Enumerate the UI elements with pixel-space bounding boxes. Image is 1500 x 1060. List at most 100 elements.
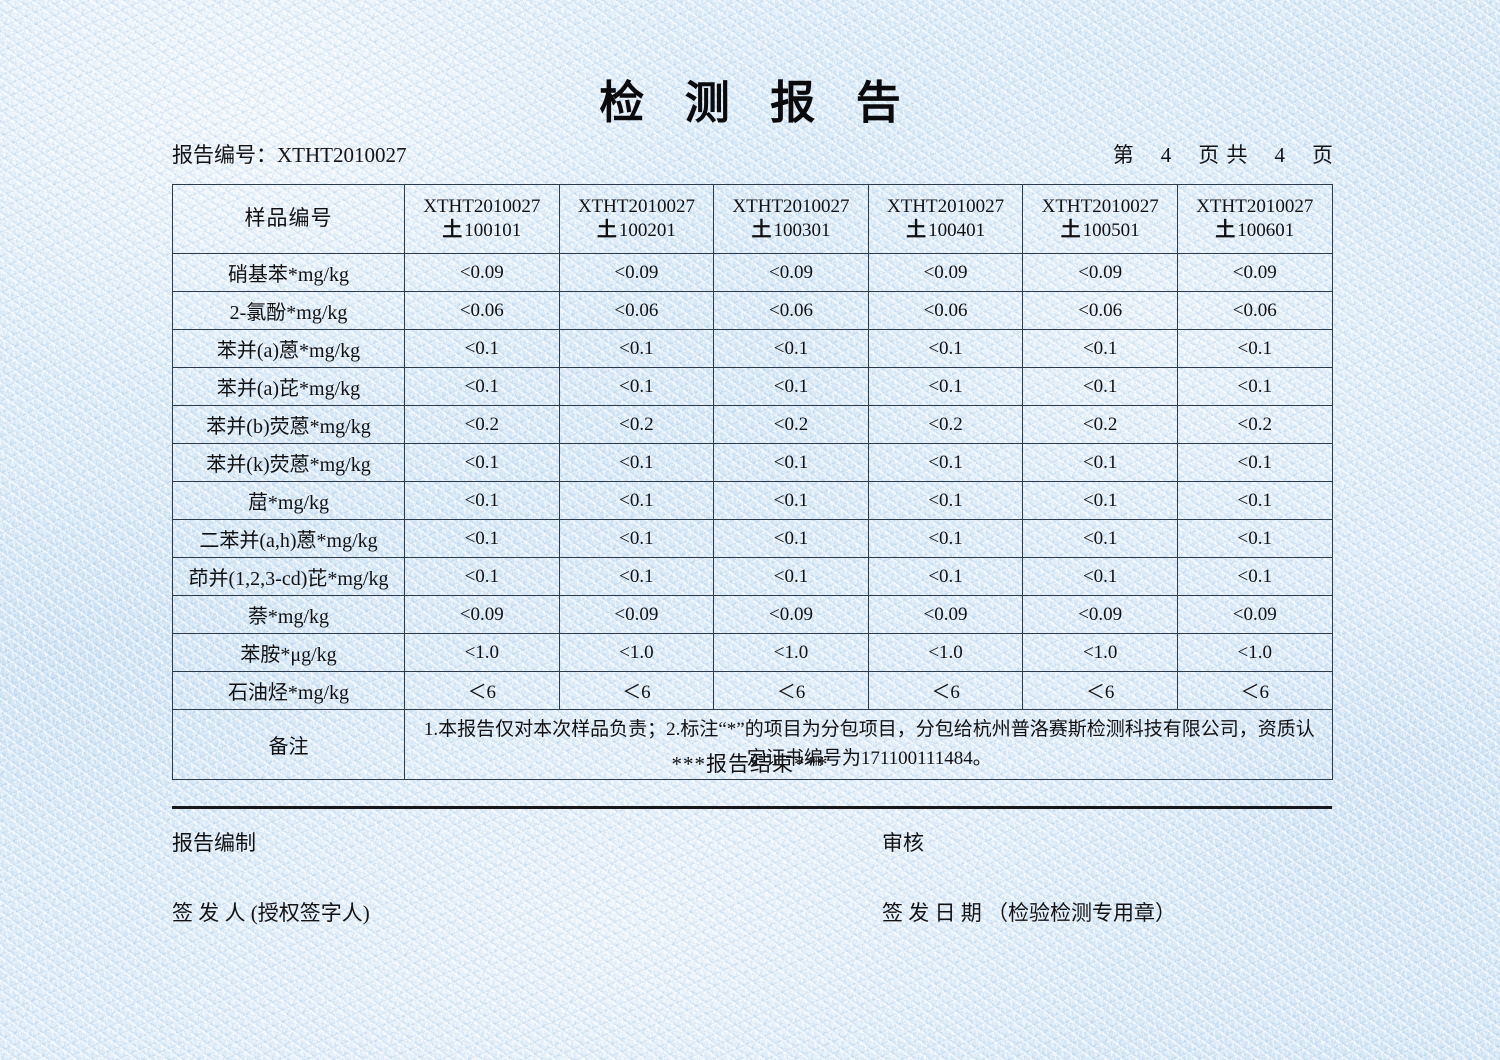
footer-divider <box>172 806 1332 809</box>
analyte-label: 苯并(k)荧蒽*mg/kg <box>172 443 405 482</box>
report-end-marker: ***报告结束*** <box>671 752 829 776</box>
result-value: <0.09 <box>713 253 869 292</box>
table-row: 二苯并(a,h)蒽*mg/kg <0.1 <0.1 <0.1 <0.1 <0.1 <0.1 <box>172 519 1333 558</box>
analyte-label: 硝基苯*mg/kg <box>172 253 405 292</box>
table-body: 硝基苯*mg/kg <0.09 <0.09 <0.09 <0.09 <0.09 <0.09 2… <box>172 253 1333 710</box>
sample-code: XTHT2010027 <box>887 195 1005 217</box>
sample-number: 100201 <box>618 220 676 242</box>
result-value: ＜6 <box>404 671 560 710</box>
result-value: <0.2 <box>1022 405 1178 444</box>
result-value: <0.1 <box>558 443 715 482</box>
remark-text: 1.本报告仅对本次样品负责；2.标注“*”的项目为分包项目，分包给杭州普洛赛斯检… <box>404 709 1333 780</box>
analyte-label: 苯并(b)荧蒽*mg/kg <box>172 405 405 444</box>
result-value: <0.06 <box>1176 291 1333 330</box>
sample-number: 100401 <box>928 220 986 242</box>
result-value: <0.1 <box>558 329 715 368</box>
result-value: <1.0 <box>1176 633 1333 672</box>
header-sample-col-4: XTHT2010027 土 100401 <box>867 184 1024 254</box>
sample-number: 100501 <box>1082 220 1140 242</box>
header-sample-col-3: XTHT2010027 土 100301 <box>713 184 869 254</box>
analyte-label: 萘*mg/kg <box>172 595 405 634</box>
result-value: <0.1 <box>1022 557 1178 596</box>
sample-code: XTHT2010027 <box>1196 195 1314 217</box>
result-value: <0.1 <box>558 367 715 406</box>
page-current: 4 <box>1160 143 1173 167</box>
result-value: <0.09 <box>867 595 1024 634</box>
result-value: <0.09 <box>404 253 560 292</box>
sample-number: 100301 <box>773 220 831 242</box>
remark-label: 备注 <box>172 709 405 780</box>
sample-code: XTHT2010027 <box>1041 195 1159 217</box>
signature-row-issued: 签 发 人 (授权签字人) 签 发 日 期 （检验检测专用章） <box>172 897 1334 927</box>
result-value: ＜6 <box>867 671 1024 710</box>
analyte-label: 石油烃*mg/kg <box>172 671 405 710</box>
result-value: <0.2 <box>404 405 560 444</box>
result-value: <0.1 <box>404 557 560 596</box>
result-value: <0.1 <box>1022 329 1178 368</box>
result-value: <0.1 <box>404 519 560 558</box>
table-row: 苯胺*μg/kg <1.0 <1.0 <1.0 <1.0 <1.0 <1.0 <box>172 633 1333 672</box>
result-value: ＜6 <box>558 671 715 710</box>
result-value: <0.1 <box>1022 443 1178 482</box>
result-value: <0.06 <box>404 291 560 330</box>
result-value: <0.1 <box>404 329 560 368</box>
result-value: <0.09 <box>1176 595 1333 634</box>
result-value: <1.0 <box>404 633 560 672</box>
sample-code: XTHT2010027 <box>423 195 541 217</box>
result-value: <0.09 <box>558 253 715 292</box>
result-value: <0.1 <box>713 557 869 596</box>
result-value: <0.1 <box>558 557 715 596</box>
result-value: <0.1 <box>404 443 560 482</box>
result-value: <0.06 <box>713 291 869 330</box>
result-value: <0.09 <box>713 595 869 634</box>
result-value: <0.1 <box>867 329 1024 368</box>
result-value: <0.09 <box>867 253 1024 292</box>
result-value: <0.1 <box>404 367 560 406</box>
reviewed-by-label: 审核 <box>882 831 924 855</box>
sample-mark: 土 <box>596 219 617 242</box>
report-number-value: XTHT2010027 <box>277 143 407 167</box>
table-header-row: 样品编号 XTHT2010027 土 100101 XTHT2010027 土 10… <box>172 184 1333 254</box>
page-prefix: 第 <box>1112 143 1135 167</box>
header-sample-col-2: XTHT2010027 土 100201 <box>558 184 715 254</box>
table-row: 茚并(1,2,3-cd)芘*mg/kg <0.1 <0.1 <0.1 <0.1 <0.1 <… <box>172 557 1333 596</box>
result-value: <0.06 <box>558 291 715 330</box>
result-value: <0.2 <box>713 405 869 444</box>
signature-row-prepared: 报告编制 审核 <box>172 827 1334 857</box>
result-value: <0.09 <box>1022 595 1178 634</box>
result-value: ＜6 <box>1022 671 1178 710</box>
result-value: <0.1 <box>867 443 1024 482</box>
result-value: <1.0 <box>867 633 1024 672</box>
result-value: <0.1 <box>713 329 869 368</box>
page-title: 检 测 报 告 <box>599 77 915 128</box>
result-value: ＜6 <box>713 671 869 710</box>
result-value: <0.06 <box>1022 291 1178 330</box>
sample-mark: 土 <box>1215 219 1236 242</box>
table-row: 石油烃*mg/kg ＜6 ＜6 ＜6 ＜6 ＜6 ＜6 <box>172 671 1333 710</box>
page-total: 4 <box>1274 143 1286 167</box>
result-value: <0.1 <box>1176 367 1333 406</box>
result-value: <0.1 <box>1176 329 1333 368</box>
result-value: <0.09 <box>558 595 715 634</box>
prepared-by-label: 报告编制 <box>172 831 256 855</box>
result-value: <0.2 <box>1176 405 1333 444</box>
table-row: 苯并(a)蒽*mg/kg <0.1 <0.1 <0.1 <0.1 <0.1 <0.1 <box>172 329 1333 368</box>
result-value: <0.1 <box>1176 443 1333 482</box>
results-table: 样品编号 XTHT2010027 土 100101 XTHT2010027 土 10… <box>172 184 1333 780</box>
page-mid: 页 共 <box>1198 143 1249 167</box>
sample-mark: 土 <box>1060 219 1081 242</box>
result-value: <0.1 <box>867 557 1024 596</box>
sample-mark: 土 <box>751 219 772 242</box>
sample-number: 100101 <box>464 220 522 242</box>
table-row: 苯并(b)荧蒽*mg/kg <0.2 <0.2 <0.2 <0.2 <0.2 <0.2 <box>172 405 1333 444</box>
table-row: 䓛*mg/kg <0.1 <0.1 <0.1 <0.1 <0.1 <0.1 <box>172 481 1333 520</box>
sample-mark: 土 <box>442 219 463 242</box>
result-value: <0.09 <box>1022 253 1178 292</box>
result-value: <0.06 <box>867 291 1024 330</box>
result-value: <0.1 <box>1022 367 1178 406</box>
header-sample-id: 样品编号 <box>172 184 405 254</box>
result-value: <0.1 <box>713 367 869 406</box>
table-row: 萘*mg/kg <0.09 <0.09 <0.09 <0.09 <0.09 <0.09 <box>172 595 1333 634</box>
page-suffix: 页 <box>1312 143 1334 167</box>
report-number-label: 报告编号： <box>172 143 277 167</box>
